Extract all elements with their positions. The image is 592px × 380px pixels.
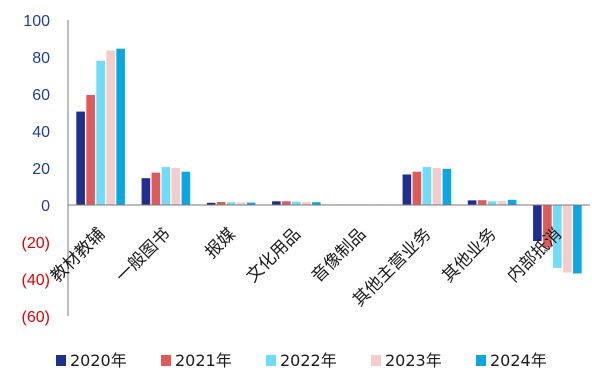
y-tick-label: 100 [23,13,50,30]
bar [96,60,105,206]
y-tick-label: 0 [41,198,50,215]
bar [206,202,216,205]
bar [497,201,507,205]
y-tick-label: 20 [32,161,50,178]
bar [272,201,281,205]
bar [563,205,572,273]
bar [533,205,542,242]
category-label: 文化用品 [243,224,305,286]
category-label: 其他业务 [438,224,500,286]
bar [236,202,246,205]
legend-swatch [56,355,66,366]
y-tick-label: (20) [22,235,50,252]
bar [467,200,477,205]
bar [442,168,452,205]
bar [412,171,422,205]
bar [487,201,497,205]
bar [553,205,562,268]
y-tick-labels: 100 80 60 40 20 0 (20) (40) (60) [22,13,51,326]
y-tick-label: 40 [32,124,50,141]
bar [507,199,517,205]
legend-swatch [371,355,381,366]
bar [282,201,291,205]
category-label: 报媒 [201,224,239,262]
y-tick-label: 60 [32,87,50,104]
bar [216,202,226,205]
bar [151,172,161,205]
bar [477,200,487,205]
legend-swatch [266,355,276,366]
y-tick-label: (40) [22,272,50,289]
bar [106,50,115,206]
bar [302,202,311,205]
category-label: 一般图书 [112,224,174,286]
bar [292,201,301,205]
category-label: 音像制品 [308,224,370,286]
bar [573,205,582,274]
legend: 2020年 2021年 2022年 2023年 2024年 [56,351,547,370]
bar [226,202,236,205]
bar [246,202,256,205]
legend-label: 2021年 [175,351,232,370]
legend-swatch [161,355,171,366]
y-tick-label: (60) [22,309,50,326]
bar [432,168,442,205]
bar [312,202,321,205]
bar [171,168,181,205]
legend-swatch [476,355,486,366]
bar [402,174,412,205]
bar [543,205,552,248]
bar [161,167,171,205]
bar [86,94,95,205]
bar [422,167,432,205]
bar [116,48,125,205]
legend-label: 2023年 [385,351,442,370]
legend-label: 2022年 [280,351,337,370]
bar [181,171,191,205]
category-label: 教材教辅 [47,224,109,286]
bar [141,178,151,205]
bars-layer [76,48,582,274]
legend-label: 2020年 [70,351,127,370]
y-tick-label: 80 [32,50,50,67]
legend-label: 2024年 [490,351,547,370]
bar [76,111,85,205]
